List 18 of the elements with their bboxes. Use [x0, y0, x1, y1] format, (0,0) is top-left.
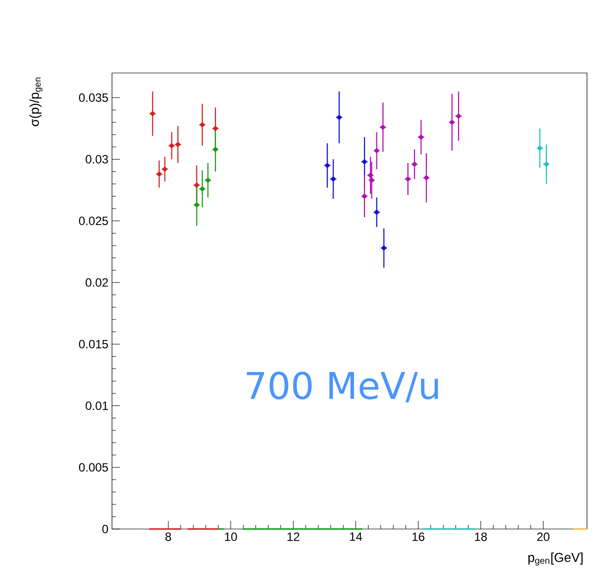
x-tick-label: 16 — [412, 532, 424, 541]
x-tick-label: 8 — [165, 532, 172, 541]
y-tick-label: 0.02 — [86, 278, 108, 287]
y-tick-label: 0.015 — [79, 340, 108, 348]
x-axis-title: p$_{gen}$[GeV] — [528, 552, 583, 566]
y-tick-label: 0.01 — [86, 402, 108, 410]
y-tick-label: 0.005 — [79, 463, 108, 472]
x-tick-label: 12 — [288, 532, 300, 541]
y-tick-label: 0.03 — [86, 155, 108, 164]
x-tick-label: 14 — [350, 532, 362, 541]
x-tick-label: 10 — [225, 532, 237, 541]
y-tick-label: 0.025 — [79, 216, 108, 226]
annotation: 700 MeV/u — [246, 372, 438, 402]
x-tick-label: 20 — [537, 532, 550, 541]
y-axis-title: σ(p)/p$_{gen}$ — [29, 78, 42, 126]
y-tick-label: 0 — [102, 524, 108, 534]
y-tick-label: 0.035 — [79, 93, 108, 102]
x-tick-label: 18 — [475, 532, 487, 541]
